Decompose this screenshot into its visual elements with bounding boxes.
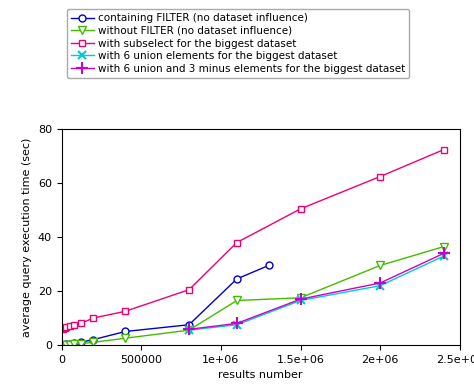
Line: with 6 union and 3 minus elements for the biggest dataset: with 6 union and 3 minus elements for th… [183, 248, 449, 335]
without FILTER (no dataset influence) [234, 298, 240, 303]
containing FILTER (no dataset influence) [64, 342, 69, 347]
with 6 union elements for the biggest dataset [298, 298, 303, 303]
without FILTER (no dataset influence) [91, 340, 96, 345]
with subselect for the biggest dataset [78, 321, 83, 326]
with 6 union and 3 minus elements for the biggest dataset [186, 327, 192, 332]
with subselect for the biggest dataset [377, 174, 383, 179]
containing FILTER (no dataset influence) [91, 337, 96, 342]
with 6 union and 3 minus elements for the biggest dataset [234, 321, 240, 326]
Legend: containing FILTER (no dataset influence), without FILTER (no dataset influence),: containing FILTER (no dataset influence)… [67, 9, 410, 78]
containing FILTER (no dataset influence) [122, 329, 128, 334]
Line: with 6 union elements for the biggest dataset: with 6 union elements for the biggest da… [185, 252, 448, 334]
containing FILTER (no dataset influence) [67, 341, 73, 346]
with 6 union elements for the biggest dataset [441, 254, 447, 258]
with 6 union elements for the biggest dataset [186, 328, 192, 332]
with subselect for the biggest dataset [60, 327, 66, 331]
with subselect for the biggest dataset [441, 147, 447, 152]
with subselect for the biggest dataset [64, 325, 69, 330]
without FILTER (no dataset influence) [67, 342, 73, 347]
containing FILTER (no dataset influence) [266, 263, 272, 268]
with subselect for the biggest dataset [234, 240, 240, 245]
with subselect for the biggest dataset [186, 287, 192, 292]
without FILTER (no dataset influence) [64, 342, 69, 347]
containing FILTER (no dataset influence) [234, 277, 240, 281]
without FILTER (no dataset influence) [377, 263, 383, 268]
without FILTER (no dataset influence) [298, 296, 303, 300]
with 6 union elements for the biggest dataset [377, 283, 383, 288]
Line: with subselect for the biggest dataset: with subselect for the biggest dataset [60, 146, 447, 332]
Y-axis label: average query execution time (sec): average query execution time (sec) [22, 138, 32, 337]
containing FILTER (no dataset influence) [186, 322, 192, 327]
with subselect for the biggest dataset [62, 326, 68, 330]
with 6 union and 3 minus elements for the biggest dataset [377, 281, 383, 285]
Line: containing FILTER (no dataset influence): containing FILTER (no dataset influence) [60, 262, 272, 348]
containing FILTER (no dataset influence) [78, 340, 83, 345]
Line: without FILTER (no dataset influence): without FILTER (no dataset influence) [59, 242, 448, 349]
without FILTER (no dataset influence) [186, 328, 192, 332]
containing FILTER (no dataset influence) [72, 341, 77, 346]
with 6 union elements for the biggest dataset [234, 322, 240, 327]
without FILTER (no dataset influence) [122, 336, 128, 341]
X-axis label: results number: results number [219, 370, 303, 380]
without FILTER (no dataset influence) [78, 341, 83, 346]
with subselect for the biggest dataset [67, 324, 73, 328]
with 6 union and 3 minus elements for the biggest dataset [298, 297, 303, 301]
without FILTER (no dataset influence) [60, 343, 66, 347]
without FILTER (no dataset influence) [441, 244, 447, 249]
without FILTER (no dataset influence) [72, 342, 77, 347]
with subselect for the biggest dataset [72, 322, 77, 327]
with subselect for the biggest dataset [91, 316, 96, 320]
with 6 union and 3 minus elements for the biggest dataset [441, 251, 447, 256]
with subselect for the biggest dataset [122, 309, 128, 314]
with subselect for the biggest dataset [298, 207, 303, 211]
containing FILTER (no dataset influence) [60, 342, 66, 347]
